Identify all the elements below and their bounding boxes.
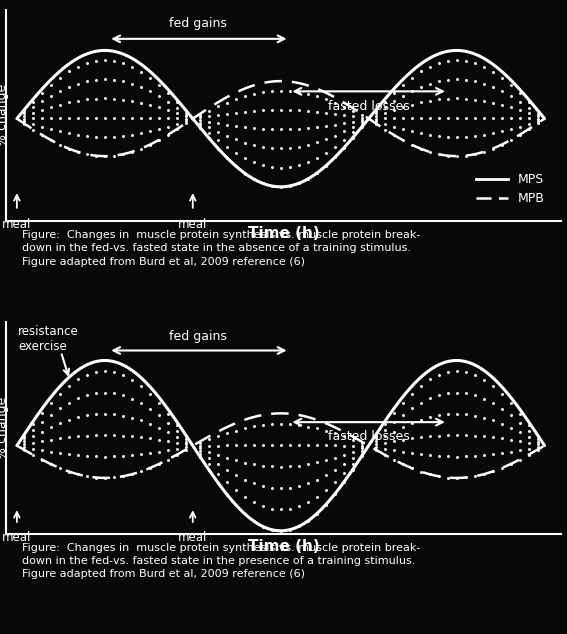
Text: Figure:  Changes in  muscle protein synthesis vs. muscle protein break-
down in : Figure: Changes in muscle protein synthe… [22, 230, 421, 266]
X-axis label: Time (h): Time (h) [248, 226, 319, 242]
Y-axis label: % change: % change [0, 397, 10, 459]
Text: fed gains: fed gains [169, 330, 227, 343]
Text: meal: meal [2, 217, 32, 231]
Text: resistance
exercise: resistance exercise [18, 325, 79, 353]
Text: Figure:  Changes in  muscle protein synthesis vs. muscle protein break-
down in : Figure: Changes in muscle protein synthe… [22, 543, 421, 579]
Text: fed gains: fed gains [169, 17, 227, 30]
Text: meal: meal [178, 217, 208, 231]
Text: meal: meal [178, 531, 208, 544]
Legend: MPS, MPB: MPS, MPB [471, 168, 549, 210]
X-axis label: Time (h): Time (h) [248, 540, 319, 554]
Y-axis label: % change: % change [0, 84, 10, 146]
Text: fasted losses: fasted losses [328, 430, 409, 443]
Text: fasted losses: fasted losses [328, 100, 409, 113]
Text: meal: meal [2, 531, 32, 544]
